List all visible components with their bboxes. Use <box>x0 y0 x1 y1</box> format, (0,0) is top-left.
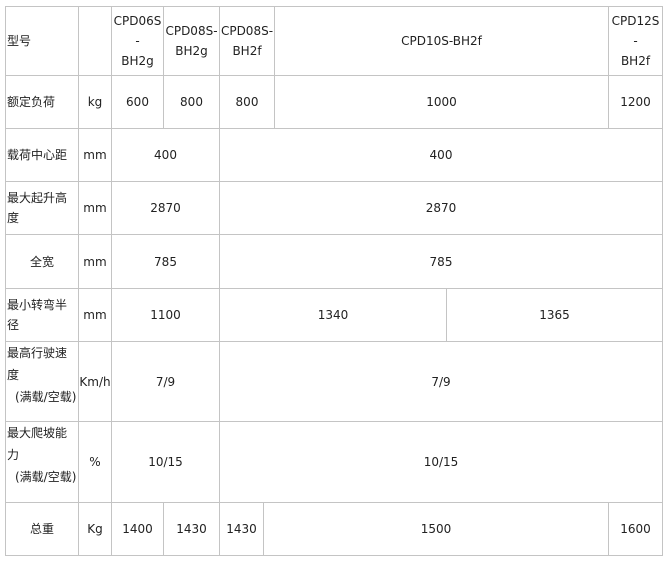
unit-text: Km/h <box>79 374 111 389</box>
value-cell: 1430 <box>219 502 264 556</box>
unit-cell: mm <box>78 128 112 182</box>
value-text: 1100 <box>150 308 181 322</box>
value-text: 1000 <box>426 95 457 109</box>
model-name: CPD12S- BH2f <box>611 14 660 68</box>
unit-cell: mm <box>78 288 112 342</box>
value-cell: 785 <box>111 234 220 289</box>
value-cell: 2870 <box>111 181 220 235</box>
model-name: CPD10S-BH2f <box>401 34 482 48</box>
value-text: 7/9 <box>431 374 451 389</box>
unit-text: kg <box>87 95 103 109</box>
value-cell: 1400 <box>111 502 164 556</box>
value-cell: 10/15 <box>219 421 663 503</box>
row-label: 额定负荷 <box>5 75 79 129</box>
row-label: 最大起升高度 <box>5 181 79 235</box>
row-label-text: 最大起升高度 <box>7 191 68 225</box>
value-text: 1500 <box>420 522 452 536</box>
value-cell: 600 <box>111 75 164 129</box>
row-label-text: 型号 <box>7 34 32 48</box>
value-cell: 800 <box>163 75 220 129</box>
unit-cell: Km/h <box>78 341 112 422</box>
value-text: 1400 <box>122 522 153 536</box>
value-cell: 1340 <box>219 288 447 342</box>
row-label: 型号 <box>5 6 79 76</box>
unit-cell <box>78 6 112 76</box>
model-name: CPD06S- BH2g <box>113 14 162 68</box>
row-label: 总重 <box>5 502 79 556</box>
value-cell: 2870 <box>219 181 663 235</box>
value-text: 785 <box>154 254 177 269</box>
value-text: 400 <box>154 148 177 162</box>
value-text: 400 <box>429 148 453 162</box>
row-label-note: (满载/空载) <box>15 390 77 404</box>
row-label: 最小转弯半径 <box>5 288 79 342</box>
value-cell: 7/9 <box>111 341 220 422</box>
value-text: 800 <box>180 95 203 109</box>
model-header-cell: CPD06S- BH2g <box>111 6 164 76</box>
model-header-cell: CPD10S-BH2f <box>274 6 609 76</box>
unit-text: Kg <box>87 522 103 536</box>
value-text: 10/15 <box>148 455 183 469</box>
value-cell: 1365 <box>446 288 663 342</box>
unit-text: % <box>89 455 101 469</box>
row-label-text: 最大爬坡能力 <box>7 426 68 462</box>
unit-cell: mm <box>78 234 112 289</box>
row-label-text: 最小转弯半径 <box>7 298 68 332</box>
unit-cell: Kg <box>78 502 112 556</box>
row-label: 全宽 <box>5 234 79 289</box>
row-label-text: 最高行驶速度 <box>7 346 68 382</box>
value-text: 2870 <box>150 201 181 215</box>
model-header-cell: CPD12S- BH2f <box>608 6 663 76</box>
row-label-text: 全宽 <box>29 254 54 269</box>
value-text: 10/15 <box>423 455 459 469</box>
unit-cell: % <box>78 421 112 503</box>
value-text: 1430 <box>176 522 207 536</box>
model-header-cell: CPD08S- BH2f <box>219 6 275 76</box>
unit-text: mm <box>83 148 107 162</box>
model-name: CPD08S- BH2g <box>165 24 218 58</box>
value-cell: 1100 <box>111 288 220 342</box>
value-cell: 7/9 <box>219 341 663 422</box>
value-cell: 1600 <box>608 502 663 556</box>
row-label-text: 载荷中心距 <box>7 148 68 162</box>
unit-cell: kg <box>78 75 112 129</box>
model-name: CPD08S- BH2f <box>220 24 274 58</box>
row-label: 载荷中心距 <box>5 128 79 182</box>
unit-text: mm <box>83 201 107 215</box>
value-cell: 400 <box>111 128 220 182</box>
value-text: 1600 <box>620 522 651 536</box>
unit-text: mm <box>83 308 107 322</box>
row-label: 最大爬坡能力 (满载/空载) <box>5 421 79 503</box>
row-label-text: 总重 <box>29 522 54 536</box>
value-cell: 1000 <box>274 75 609 129</box>
value-cell: 400 <box>219 128 663 182</box>
unit-text: mm <box>83 254 107 269</box>
value-text: 1365 <box>539 308 570 322</box>
value-cell: 1430 <box>163 502 220 556</box>
row-label: 最高行驶速度 (满载/空载) <box>5 341 79 422</box>
value-text: 7/9 <box>155 374 176 389</box>
value-cell: 1200 <box>608 75 663 129</box>
row-label-text: 额定负荷 <box>7 95 56 109</box>
value-cell: 785 <box>219 234 663 289</box>
row-label-note: (满载/空载) <box>15 470 77 484</box>
value-cell: 800 <box>219 75 275 129</box>
value-text: 800 <box>235 95 259 109</box>
value-text: 785 <box>429 254 453 269</box>
unit-cell: mm <box>78 181 112 235</box>
value-text: 1200 <box>620 95 651 109</box>
value-text: 1430 <box>226 522 257 536</box>
model-header-cell: CPD08S- BH2g <box>163 6 220 76</box>
value-text: 1340 <box>317 308 349 322</box>
value-cell: 1500 <box>263 502 609 556</box>
value-text: 600 <box>126 95 149 109</box>
value-cell: 10/15 <box>111 421 220 503</box>
value-text: 2870 <box>425 201 457 215</box>
